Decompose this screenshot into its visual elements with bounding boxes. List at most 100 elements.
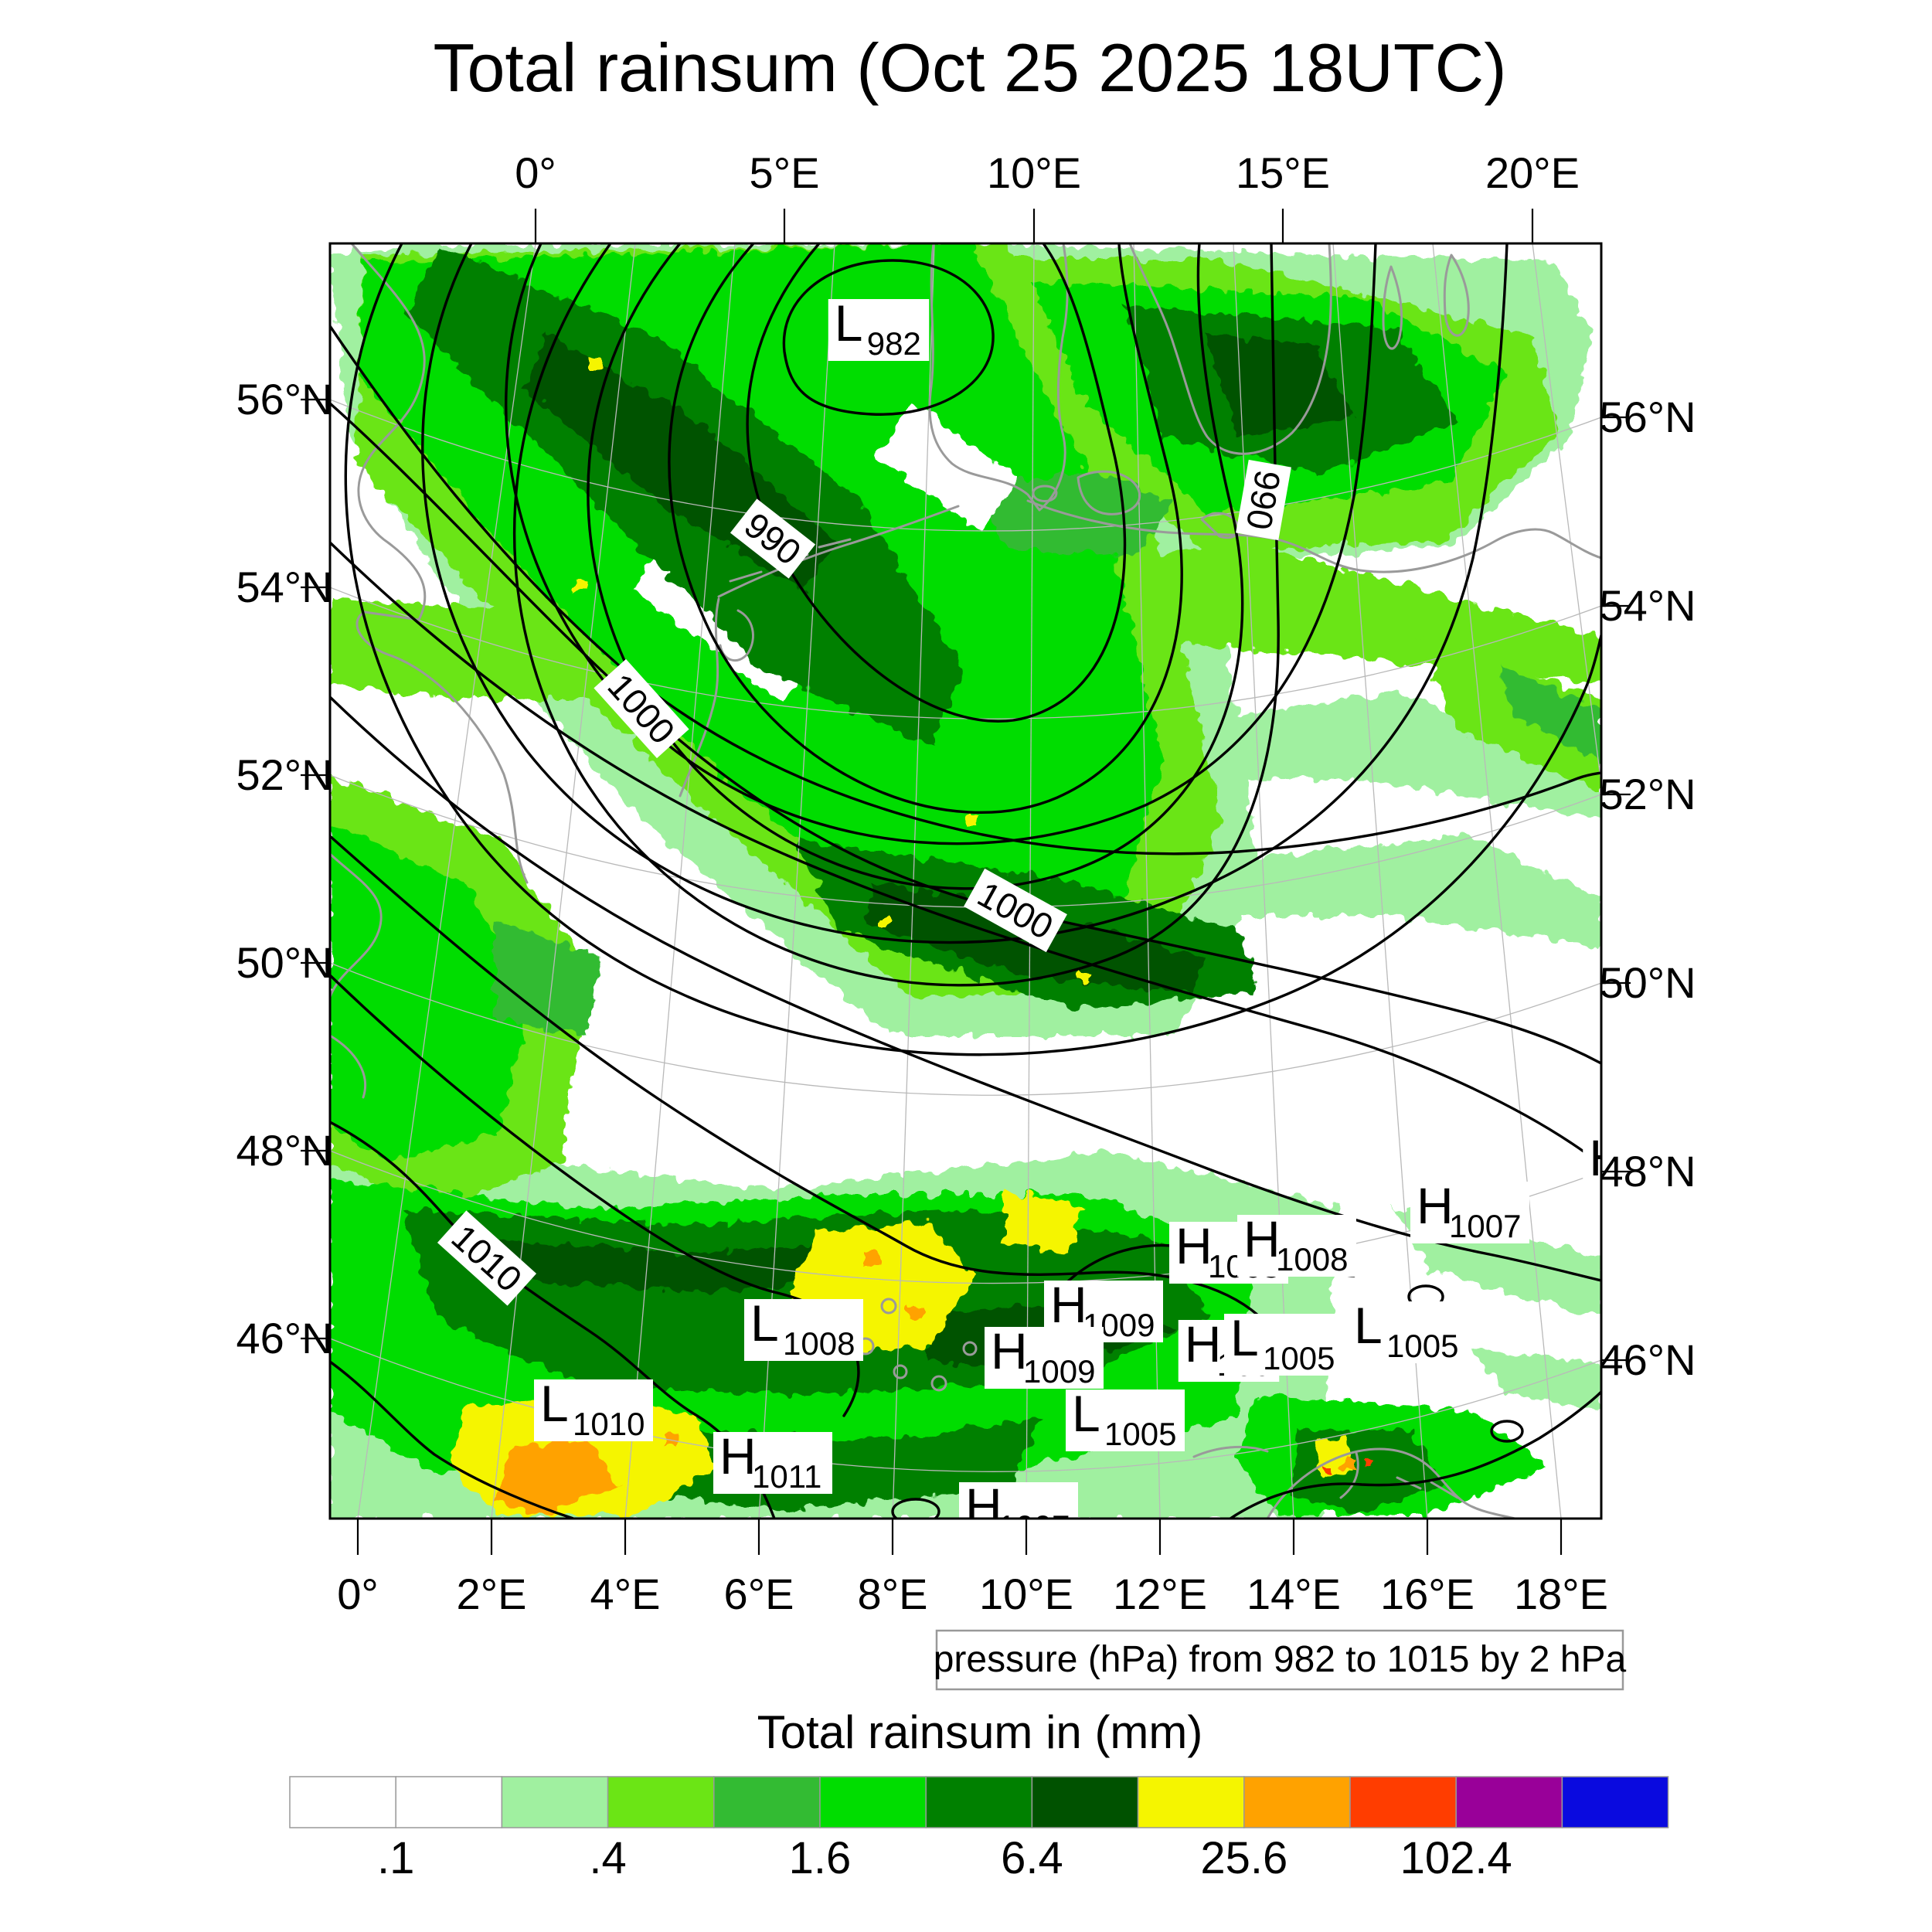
colorbar-cell	[819, 1776, 927, 1828]
bottom-tick-label: 4°E	[590, 1570, 661, 1618]
right-tick-label: 48°N	[1599, 1147, 1696, 1196]
colorbar-tick-label: 25.6	[1200, 1833, 1287, 1883]
pressure-legend: pressure (hPa) from 982 to 1015 by 2 hPa	[934, 1629, 1627, 1691]
svg-text:L: L	[1230, 1309, 1259, 1366]
top-tick-label: 10°E	[987, 148, 1081, 197]
colorbar-cell	[501, 1776, 609, 1828]
colorbar-cell	[1243, 1776, 1351, 1828]
bottom-tick-label: 2°E	[457, 1570, 527, 1618]
right-tick-label: 56°N	[1599, 393, 1696, 441]
svg-text:1009: 1009	[1023, 1353, 1095, 1389]
left-tick-label: 54°N	[236, 563, 332, 611]
colorbar-cell	[395, 1776, 503, 1828]
colorbar-labels: .1 .4 1.6 6.4 25.6 102.4	[377, 1833, 1512, 1883]
top-tick-label: 5°E	[750, 148, 820, 197]
bottom-tick-label: 18°E	[1514, 1570, 1608, 1618]
right-tick-label: 52°N	[1599, 770, 1696, 818]
svg-text:H: H	[719, 1427, 757, 1485]
left-tick-label: 52°N	[236, 750, 332, 799]
page-title: Total rainsum (Oct 25 2025 18UTC)	[433, 29, 1506, 106]
map-frame	[328, 242, 1603, 1520]
axis-right: 56°N 54°N 52°N 50°N 48°N 46°N	[1599, 393, 1696, 1384]
left-tick-label: 48°N	[236, 1126, 332, 1175]
contour-label: 990	[1236, 459, 1291, 541]
top-tick-label: 15°E	[1236, 148, 1330, 197]
colorbar-cell	[713, 1776, 821, 1828]
axis-bottom: 0° 2°E 4°E 6°E 8°E 10°E 12°E 14°E 16°E 18°E	[337, 1519, 1608, 1618]
colorbar-tick-label: .1	[377, 1833, 414, 1883]
colorbar	[289, 1776, 1669, 1828]
colorbar-cell	[1137, 1776, 1245, 1828]
svg-text:H: H	[1050, 1276, 1087, 1333]
svg-text:L: L	[1072, 1385, 1100, 1442]
colorbar-cell	[607, 1776, 715, 1828]
colorbar-cell	[925, 1776, 1033, 1828]
svg-text:H: H	[1417, 1177, 1454, 1234]
axis-left: 56°N 54°N 52°N 50°N 48°N 46°N	[236, 375, 332, 1362]
pressure-marker-l1008: L 1008	[744, 1294, 863, 1362]
svg-text:L: L	[540, 1375, 569, 1432]
svg-text:L: L	[835, 294, 863, 352]
pressure-marker-h1: H1	[1583, 1129, 1626, 1196]
bottom-tick-label: 8°E	[858, 1570, 928, 1618]
bottom-tick-label: 0°	[337, 1570, 379, 1618]
top-tick-label: 20°E	[1485, 148, 1580, 197]
svg-text:1005: 1005	[1386, 1328, 1458, 1364]
svg-text:1008: 1008	[1276, 1241, 1348, 1277]
svg-text:L: L	[1354, 1297, 1383, 1354]
right-tick-label: 50°N	[1599, 958, 1696, 1007]
contour-label: 1000	[964, 868, 1067, 953]
bottom-tick-label: 10°E	[979, 1570, 1073, 1618]
colorbar-cell	[1455, 1776, 1563, 1828]
svg-text:H: H	[1185, 1315, 1222, 1372]
axis-top: 0° 5°E 10°E 15°E 20°E	[515, 148, 1580, 243]
svg-text:H: H	[1175, 1217, 1213, 1274]
svg-text:H: H	[965, 1478, 1002, 1535]
pressure-marker-l1005: L 1005	[1348, 1297, 1467, 1364]
colorbar-tick-label: 1.6	[789, 1833, 852, 1883]
left-tick-label: 50°N	[236, 938, 332, 987]
colorbar-cell	[1349, 1776, 1457, 1828]
bottom-tick-label: 14°E	[1247, 1570, 1341, 1618]
svg-text:982: 982	[867, 325, 921, 362]
svg-text:L: L	[750, 1294, 779, 1352]
colorbar-cell	[1031, 1776, 1139, 1828]
pressure-marker-l1005: L 1005	[1066, 1385, 1185, 1452]
svg-text:1005: 1005	[1263, 1340, 1335, 1376]
svg-text:H: H	[1589, 1129, 1626, 1186]
colorbar-cell	[1561, 1776, 1669, 1828]
svg-text:1010: 1010	[573, 1406, 645, 1442]
svg-text:1008: 1008	[783, 1325, 855, 1362]
left-tick-label: 46°N	[236, 1314, 332, 1362]
colorbar-cell	[289, 1776, 396, 1828]
pressure-marker-l982: L 982	[828, 294, 930, 362]
bottom-tick-label: 12°E	[1113, 1570, 1207, 1618]
svg-text:1007: 1007	[1449, 1208, 1521, 1244]
pressure-marker-l1005: L 1005	[1224, 1309, 1343, 1376]
colorbar-tick-label: .4	[589, 1833, 626, 1883]
coastlines	[330, 243, 1601, 1519]
svg-text:1005: 1005	[1104, 1416, 1176, 1452]
bottom-tick-label: 16°E	[1380, 1570, 1475, 1618]
svg-text:1011: 1011	[752, 1458, 821, 1495]
svg-text:1007: 1007	[998, 1509, 1070, 1545]
right-tick-label: 46°N	[1599, 1335, 1696, 1384]
pressure-markers: H100L982L1008L1010H1011H1009H1009L1005H1…	[534, 294, 1626, 1545]
colorbar-tick-label: 102.4	[1400, 1833, 1512, 1883]
bottom-tick-label: 6°E	[724, 1570, 794, 1618]
colorbar-title: Total rainsum in (mm)	[757, 1706, 1203, 1758]
pressure-marker-l1010: L 1010	[534, 1375, 653, 1442]
top-tick-label: 0°	[515, 148, 556, 197]
svg-text:H: H	[991, 1322, 1028, 1379]
colorbar-tick-label: 6.4	[1001, 1833, 1063, 1883]
svg-text:H: H	[1243, 1210, 1281, 1267]
right-tick-label: 54°N	[1599, 581, 1696, 630]
pressure-legend-text: pressure (hPa) from 982 to 1015 by 2 hPa	[934, 1639, 1627, 1680]
